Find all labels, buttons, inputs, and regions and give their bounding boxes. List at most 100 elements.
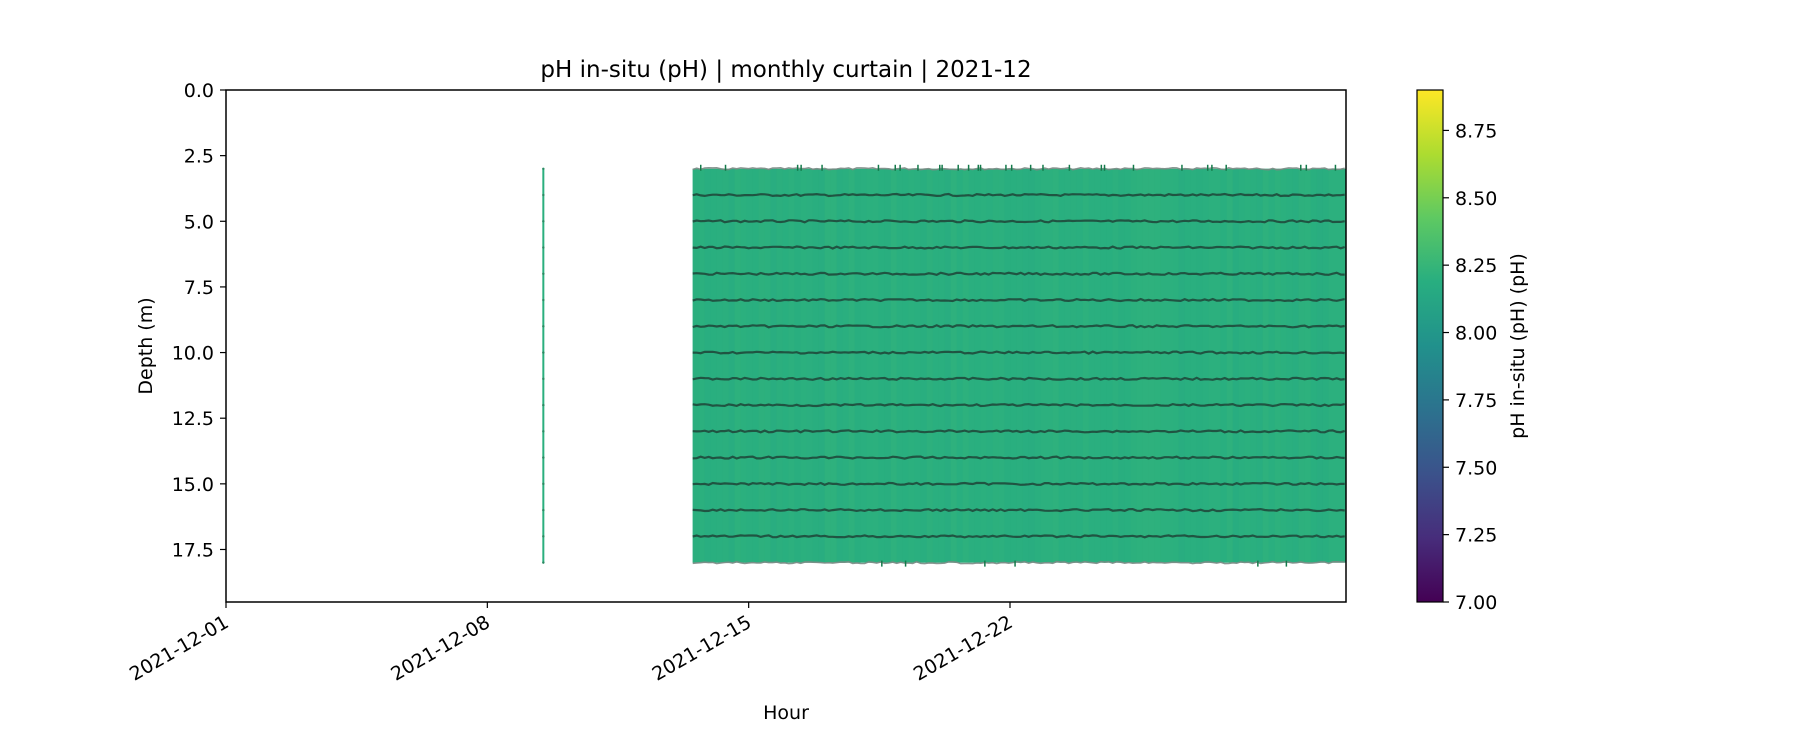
curtain-band <box>1268 168 1275 563</box>
curtain-band <box>740 168 747 563</box>
curtain-band <box>1106 168 1113 563</box>
x-axis-label: Hour <box>763 702 809 724</box>
curtain-band <box>824 168 831 563</box>
sensor-depth-line <box>692 324 1345 329</box>
curtain-band <box>764 168 771 563</box>
colorbar-frame <box>1416 89 1444 603</box>
sensor-depth-line <box>692 245 1346 250</box>
curtain-band <box>1280 168 1287 563</box>
curtain-band <box>968 168 975 563</box>
curtain-band <box>1238 168 1245 563</box>
curtain-band <box>1022 168 1029 563</box>
curtain-band <box>818 168 825 563</box>
curtain-band <box>812 168 819 563</box>
curtain-band <box>884 168 891 563</box>
curtain-band <box>1076 168 1083 563</box>
curtain-band <box>1334 168 1341 563</box>
curtain-band <box>902 168 909 563</box>
curtain-band <box>770 168 777 563</box>
curtain-band <box>752 168 759 563</box>
curtain-band <box>944 168 951 563</box>
colorbar-tick-label: 8.50 <box>1455 188 1497 210</box>
curtain-band <box>1190 168 1197 563</box>
curtain-band <box>1034 168 1041 563</box>
curtain-band <box>1202 168 1209 563</box>
curtain-band <box>908 168 915 563</box>
curtain-band <box>1082 168 1089 563</box>
chart-title: pH in-situ (pH) | monthly curtain | 2021… <box>540 57 1031 83</box>
curtain-band <box>1070 168 1077 563</box>
curtain-band <box>1310 168 1317 563</box>
curtain-band <box>782 168 789 563</box>
curtain-band <box>920 168 927 563</box>
sensor-depth-line <box>692 481 1345 486</box>
curtain-band <box>950 168 957 563</box>
curtain-band <box>956 168 963 563</box>
curtain-band <box>1172 168 1179 563</box>
sensor-depth-line <box>692 429 1346 434</box>
curtain-band <box>1112 168 1119 563</box>
curtain-band <box>1322 168 1329 563</box>
curtain-band <box>716 168 723 563</box>
curtain-band <box>1292 168 1299 563</box>
curtain-band <box>776 168 783 563</box>
curtain-band <box>1232 168 1239 563</box>
curtain-band <box>1052 168 1059 563</box>
sensor-depth-line <box>692 534 1345 539</box>
curtain-band <box>746 168 753 563</box>
curtain-band <box>806 168 813 563</box>
profile-point <box>542 456 545 459</box>
curtain-band <box>1094 168 1101 563</box>
profile-point <box>542 508 545 512</box>
curtain-band <box>1148 168 1155 563</box>
plot-area <box>542 164 1346 567</box>
curtain-band <box>1154 168 1161 563</box>
y-axis-label: Depth (m) <box>135 297 157 394</box>
y-tick-label: 10.0 <box>172 343 214 365</box>
y-tick-label: 17.5 <box>172 539 214 561</box>
sensor-depth-line <box>692 271 1345 276</box>
curtain-band <box>830 168 837 563</box>
curtain-band <box>1262 168 1269 563</box>
curtain-band <box>938 168 945 563</box>
profile-point <box>542 377 545 381</box>
curtain-band <box>692 168 699 563</box>
colorbar-tick-label: 7.00 <box>1455 592 1497 614</box>
curtain-band <box>1100 168 1107 563</box>
curtain-band <box>926 168 933 563</box>
curtain-band <box>1040 168 1047 563</box>
y-tick-label: 12.5 <box>172 408 214 430</box>
profile-point <box>542 167 545 170</box>
curtain-band <box>1124 168 1131 563</box>
curtain-band <box>758 168 765 563</box>
profile-point <box>542 561 545 564</box>
plot-frame <box>225 89 1347 603</box>
profile-point <box>542 351 545 354</box>
curtain-band <box>1088 168 1095 563</box>
curtain-band <box>1136 168 1143 563</box>
curtain-band <box>854 168 861 563</box>
curtain-band <box>722 168 729 563</box>
curtain-band <box>866 168 873 563</box>
profile-point <box>542 403 545 407</box>
colorbar-axis: 7.00 7.25 7.50 7.75 8.00 8.25 8.50 8.75 <box>1443 120 1497 614</box>
x-tick-label: 2021-12-08 <box>387 611 494 685</box>
profile-point <box>542 325 545 328</box>
curtain-band <box>848 168 855 563</box>
profile-point <box>542 272 545 275</box>
sensor-depth-line <box>692 192 1345 198</box>
curtain-band <box>1316 168 1323 563</box>
curtain-band <box>1058 168 1065 563</box>
curtain-band <box>1220 168 1227 563</box>
sensor-depth-line <box>692 297 1345 303</box>
profile-point <box>542 430 545 433</box>
profile-point <box>542 246 545 249</box>
curtain-band <box>986 168 993 563</box>
profile-point <box>542 535 545 538</box>
x-tick-label: 2021-12-01 <box>126 611 233 685</box>
profile-point <box>542 482 545 486</box>
curtain-band <box>980 168 987 563</box>
colorbar-tick-label: 8.75 <box>1455 120 1497 142</box>
x-axis: 2021-12-01 2021-12-08 2021-12-15 2021-12-22 <box>126 602 1017 686</box>
